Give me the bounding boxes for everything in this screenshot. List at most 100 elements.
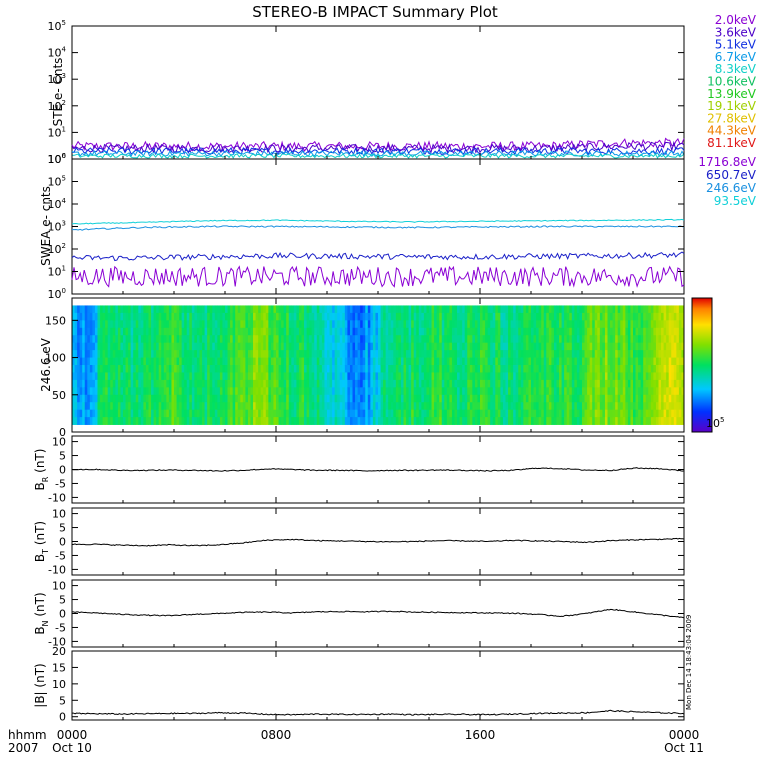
- pad-cell: [92, 365, 96, 373]
- pad-cell: [485, 394, 489, 403]
- pad-cell: [100, 327, 103, 336]
- pad-cell: [523, 312, 527, 321]
- pad-cell: [451, 402, 455, 411]
- pad-cell: [153, 394, 157, 403]
- pad-cell: [500, 379, 504, 388]
- pad-cell: [576, 372, 580, 381]
- pad-cell: [439, 342, 443, 351]
- pad-cell: [237, 402, 241, 411]
- pad-cell: [411, 372, 415, 381]
- pad-cell: [502, 357, 506, 366]
- pad-cell: [395, 372, 399, 381]
- pad-cell: [592, 365, 596, 373]
- pad-cell: [622, 417, 626, 425]
- pad-cell: [467, 342, 471, 351]
- pad-cell: [235, 312, 239, 321]
- pad-cell: [242, 402, 246, 411]
- pad-cell: [633, 335, 636, 344]
- pad-cell: [186, 305, 190, 314]
- pad-cell: [472, 417, 476, 425]
- pad-cell: [625, 305, 629, 314]
- pad-cell: [278, 417, 282, 425]
- pad-cell: [395, 327, 399, 336]
- pad-cell: [400, 335, 404, 344]
- pad-cell: [217, 342, 221, 351]
- pad-cell: [380, 305, 384, 314]
- pad-cell: [615, 387, 619, 396]
- pad-cell: [242, 342, 246, 351]
- pad-cell: [352, 320, 356, 329]
- pad-cell: [314, 335, 318, 344]
- pad-cell: [347, 394, 351, 403]
- pad-cell: [321, 327, 325, 336]
- pad-cell: [655, 402, 659, 411]
- pad-cell: [582, 342, 585, 351]
- pad-cell: [143, 357, 147, 366]
- pad-cell: [566, 409, 570, 418]
- pad-cell: [270, 387, 274, 396]
- pad-cell: [176, 342, 180, 351]
- pad-cell: [643, 372, 647, 381]
- pad-cell: [678, 305, 682, 314]
- pad-cell: [181, 387, 185, 396]
- pad-cell: [541, 342, 545, 351]
- pad-cell: [156, 402, 160, 411]
- pad-cell: [663, 409, 667, 418]
- pad-cell: [123, 357, 126, 366]
- pad-cell: [464, 327, 468, 336]
- pad-cell: [658, 417, 662, 425]
- pad-cell: [293, 350, 297, 358]
- pad-cell: [587, 342, 591, 351]
- pad-cell: [145, 394, 149, 403]
- pad-cell: [286, 394, 290, 403]
- pad-cell: [421, 357, 425, 366]
- pad-cell: [97, 417, 101, 425]
- pad-cell: [589, 342, 593, 351]
- pad-cell: [495, 320, 499, 329]
- pad-cell: [564, 312, 568, 321]
- pad-cell: [378, 379, 381, 388]
- pad-cell: [309, 365, 313, 373]
- pad-cell: [278, 327, 282, 336]
- pad-cell: [311, 342, 315, 351]
- pad-cell: [107, 327, 111, 336]
- pad-cell: [107, 357, 111, 366]
- pad-cell: [612, 342, 616, 351]
- pad-cell: [434, 379, 438, 388]
- pad-cell: [398, 312, 402, 321]
- pad-cell: [247, 350, 251, 358]
- pad-cell: [576, 387, 580, 396]
- pad-cell: [599, 387, 603, 396]
- pad-cell: [477, 409, 481, 418]
- pad-cell: [571, 379, 575, 388]
- pad-cell: [474, 320, 478, 329]
- pad-cell: [337, 335, 341, 344]
- pad-cell: [523, 342, 527, 351]
- pad-cell: [360, 379, 364, 388]
- pad-cell: [531, 342, 534, 351]
- pad-cell: [487, 417, 491, 425]
- pad-cell: [105, 387, 109, 396]
- pad-cell: [288, 342, 292, 351]
- ste-legend-item: 27.8keV: [707, 111, 757, 125]
- pad-cell: [337, 379, 341, 388]
- pad-cell: [199, 305, 203, 314]
- pad-cell: [365, 365, 369, 373]
- timestamp-stamp: Mon Dec 14 18:43:04 2009: [685, 615, 693, 710]
- pad-cell: [332, 335, 336, 344]
- pad-cell: [403, 305, 407, 314]
- pad-cell: [270, 327, 274, 336]
- pad-cell: [194, 365, 198, 373]
- pad-cell: [546, 379, 550, 388]
- pad-cell: [102, 342, 106, 351]
- pad-cell: [367, 394, 371, 403]
- pad-cell: [138, 394, 142, 403]
- pad-cell: [112, 402, 116, 411]
- pad-cell: [615, 357, 619, 366]
- pad-cell: [589, 365, 593, 373]
- pad-cell: [89, 342, 93, 351]
- pad-cell: [411, 320, 415, 329]
- pad-cell: [260, 357, 264, 366]
- pad-cell: [309, 327, 313, 336]
- pad-cell: [569, 312, 573, 321]
